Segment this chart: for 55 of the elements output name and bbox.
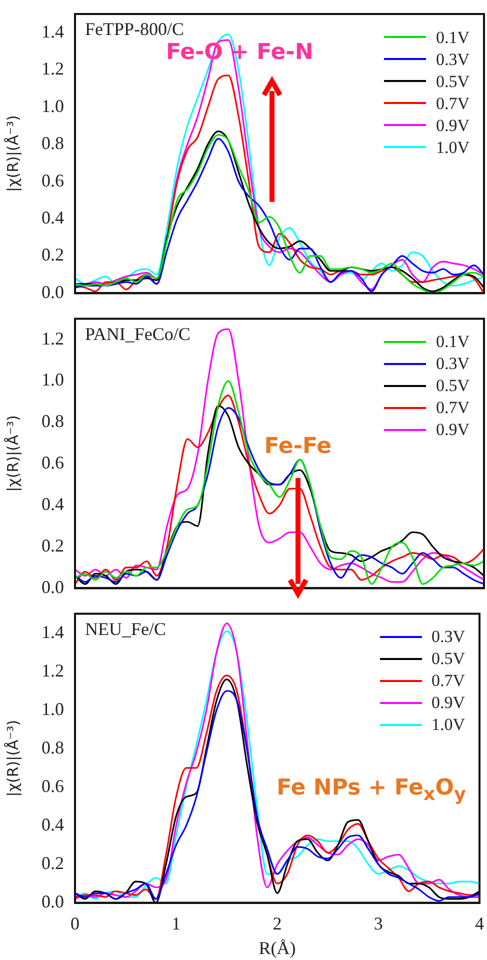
y-tick-label: 0.8	[42, 737, 64, 758]
x-tick-label: 4	[475, 913, 484, 934]
x-tick-label: 1	[172, 913, 181, 934]
legend-label: 0.9V	[436, 116, 470, 134]
y-tick-label: 0.6	[42, 776, 64, 796]
annotation: Fe-Fe	[264, 434, 332, 460]
line-series	[75, 328, 484, 583]
legend-label: 1.0V	[436, 138, 470, 156]
y-tick-label: 0.4	[42, 814, 64, 834]
y-tick-label: 0.2	[42, 853, 64, 873]
chart-title: PANI_FeCo/C	[85, 324, 190, 344]
y-axis-title: |χ(R)|(Å⁻³)	[4, 415, 22, 492]
legend-label: 0.7V	[436, 398, 470, 418]
annotation: Fe NPs + Fe$_{x}$O$_{y}$	[276, 776, 466, 806]
x-axis-title: R(Å)	[258, 938, 296, 958]
chart-title: NEU_Fe/C	[85, 618, 166, 639]
legend-label: 0.7V	[432, 671, 466, 690]
legend-label: 0.9V	[432, 693, 466, 712]
y-tick-label: 0.0	[42, 576, 64, 597]
y-tick-label: 1.2	[42, 58, 64, 79]
y-tick-label: 0.4	[42, 494, 64, 514]
x-tick-label: 3	[374, 913, 383, 934]
x-tick-label: 2	[272, 913, 282, 934]
y-tick-label: 0.6	[42, 452, 64, 473]
y-tick-label: 1.2	[42, 328, 64, 348]
line-series	[75, 74, 484, 294]
y-axis-title: |χ(R)|(Å⁻³)	[4, 720, 22, 797]
legend-label: 0.3V	[432, 627, 466, 646]
legend-label: 0.3V	[436, 354, 470, 374]
y-tick-label: 1.0	[42, 96, 64, 116]
legend-label: 0.3V	[436, 50, 470, 68]
legend-label: 0.5V	[432, 649, 466, 668]
legend-label: 1.0V	[432, 715, 466, 734]
y-tick-label: 0.6	[42, 170, 64, 190]
chart-title: FeTPP-800/C	[85, 19, 184, 39]
y-axis-title: |χ(R)|(Å⁻³)	[4, 115, 22, 192]
y-tick-label: 0.8	[42, 133, 64, 154]
y-tick-label: 0.2	[42, 535, 64, 556]
y-tick-label: 1.2	[42, 660, 64, 680]
y-tick-label: 0.0	[42, 892, 64, 912]
legend-label: 0.1V	[436, 332, 470, 352]
y-tick-label: 0.4	[42, 207, 64, 228]
y-tick-label: 1.4	[42, 622, 64, 642]
legend-label: 0.1V	[436, 28, 470, 46]
legend-label: 0.9V	[436, 420, 470, 440]
legend-label: 0.5V	[436, 72, 470, 90]
y-tick-label: 1.0	[42, 370, 64, 390]
y-tick-label: 0.0	[42, 282, 64, 302]
y-tick-label: 0.8	[42, 411, 64, 432]
y-tick-label: 0.2	[42, 244, 64, 265]
x-tick-label: 0	[70, 913, 80, 934]
y-tick-label: 1.4	[42, 21, 64, 42]
legend-label: 0.7V	[436, 94, 470, 112]
y-tick-label: 1.0	[42, 698, 64, 719]
legend-label: 0.5V	[436, 376, 470, 396]
